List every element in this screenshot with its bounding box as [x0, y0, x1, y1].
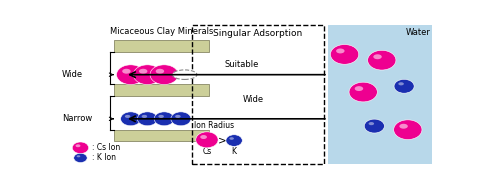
Text: Water: Water	[405, 28, 430, 37]
Ellipse shape	[368, 50, 396, 70]
Ellipse shape	[369, 122, 374, 125]
Ellipse shape	[373, 54, 382, 59]
Bar	[328, 25, 434, 164]
Ellipse shape	[394, 120, 422, 139]
Ellipse shape	[336, 49, 345, 53]
Text: : Cs Ion: : Cs Ion	[92, 143, 120, 152]
Ellipse shape	[158, 115, 164, 118]
Ellipse shape	[125, 115, 131, 118]
Ellipse shape	[226, 135, 242, 146]
Text: Suitable: Suitable	[224, 60, 259, 69]
Ellipse shape	[120, 112, 141, 126]
Ellipse shape	[122, 69, 131, 74]
Ellipse shape	[117, 65, 145, 85]
Ellipse shape	[139, 69, 147, 74]
Ellipse shape	[349, 82, 377, 102]
Text: K: K	[231, 147, 237, 156]
Bar	[192, 25, 324, 164]
Ellipse shape	[171, 112, 191, 126]
Text: Wide: Wide	[243, 95, 264, 104]
Text: : K Ion: : K Ion	[92, 153, 116, 162]
Text: Cs: Cs	[202, 147, 212, 156]
Ellipse shape	[75, 144, 81, 147]
Ellipse shape	[330, 45, 359, 64]
Ellipse shape	[72, 142, 89, 154]
Ellipse shape	[196, 132, 218, 148]
Bar	[114, 130, 209, 141]
Ellipse shape	[74, 153, 87, 163]
Ellipse shape	[364, 119, 384, 133]
Ellipse shape	[200, 135, 207, 139]
Ellipse shape	[142, 115, 147, 118]
Text: Narrow: Narrow	[62, 114, 92, 123]
Ellipse shape	[137, 112, 157, 126]
Ellipse shape	[394, 79, 414, 93]
Ellipse shape	[399, 124, 408, 129]
Text: Micaceous Clay Minerals: Micaceous Clay Minerals	[110, 27, 213, 36]
Text: Singular Adsorption: Singular Adsorption	[214, 29, 303, 38]
Text: Wide: Wide	[62, 70, 83, 79]
Text: >: >	[217, 136, 226, 146]
Ellipse shape	[175, 115, 180, 118]
Circle shape	[172, 70, 197, 80]
Ellipse shape	[150, 65, 178, 85]
Ellipse shape	[355, 86, 363, 91]
Text: Ion Radius: Ion Radius	[194, 121, 234, 130]
Ellipse shape	[154, 112, 174, 126]
Ellipse shape	[229, 137, 234, 140]
Ellipse shape	[77, 155, 80, 157]
Bar	[114, 84, 209, 96]
Ellipse shape	[156, 69, 164, 74]
Ellipse shape	[133, 65, 162, 85]
Ellipse shape	[398, 82, 404, 85]
Bar	[114, 40, 209, 52]
